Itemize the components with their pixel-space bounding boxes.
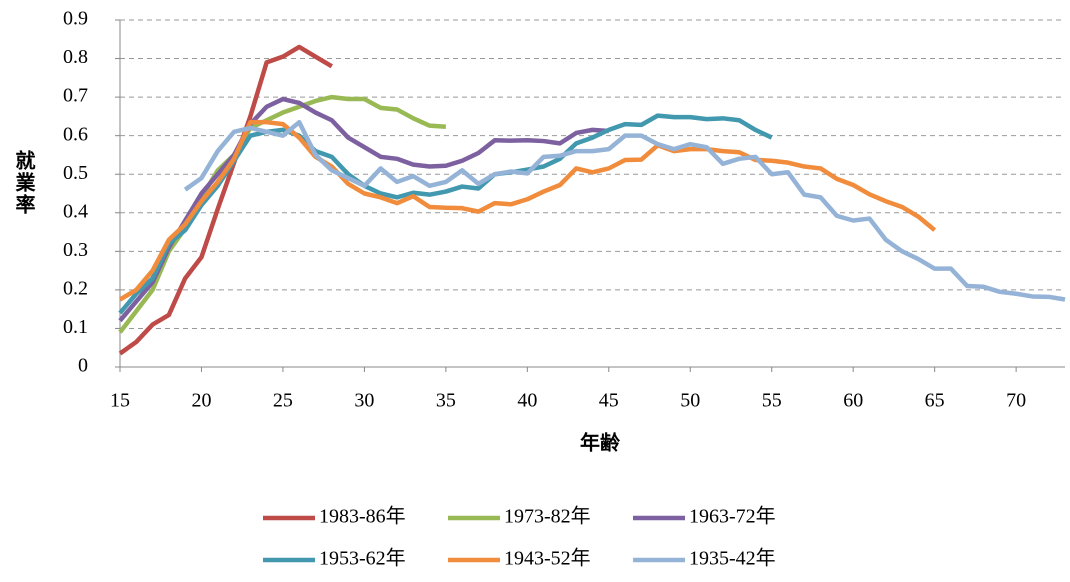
- x-tick-label: 35: [436, 390, 456, 412]
- x-tick-label: 25: [273, 390, 293, 412]
- y-tick-label: 0.8: [63, 46, 88, 68]
- y-tick-label: 0.9: [63, 8, 88, 30]
- y-tick-label: 0: [78, 355, 88, 377]
- x-tick-label: 45: [599, 390, 619, 412]
- x-tick-label: 60: [843, 390, 863, 412]
- y-tick-label: 0.5: [63, 162, 88, 184]
- x-tick-label: 55: [762, 390, 782, 412]
- series-line: [118, 94, 447, 334]
- x-tick-label: 65: [925, 390, 945, 412]
- legend-label: 1935-42年: [689, 547, 776, 570]
- series-line: [183, 119, 1066, 302]
- y-tick-label: 0.7: [63, 85, 88, 107]
- y-tick-label: 0.1: [63, 316, 88, 338]
- y-tick-label: 0.3: [63, 239, 88, 261]
- legend-label: 1953-62年: [319, 547, 406, 570]
- y-axis-label: 就業率: [12, 150, 36, 216]
- legend-label: 1973-82年: [504, 505, 591, 528]
- x-tick-label: 40: [517, 390, 537, 412]
- y-tick-label: 0.4: [63, 200, 88, 222]
- x-axis-label: 年齢: [580, 431, 621, 455]
- series-line: [118, 44, 333, 356]
- series-line: [118, 119, 937, 302]
- legend-label: 1963-72年: [689, 505, 776, 528]
- y-tick-label: 0.2: [63, 277, 88, 299]
- x-tick-label: 30: [354, 390, 374, 412]
- x-tick-label: 70: [1006, 390, 1026, 412]
- x-tick-label: 50: [680, 390, 700, 412]
- series-line: [118, 96, 609, 323]
- x-tick-label: 15: [110, 390, 130, 412]
- x-tick-label: 20: [191, 390, 211, 412]
- legend-label: 1943-52年: [504, 547, 591, 570]
- y-tick-label: 0.6: [63, 123, 88, 145]
- legend-label: 1983-86年: [319, 505, 406, 528]
